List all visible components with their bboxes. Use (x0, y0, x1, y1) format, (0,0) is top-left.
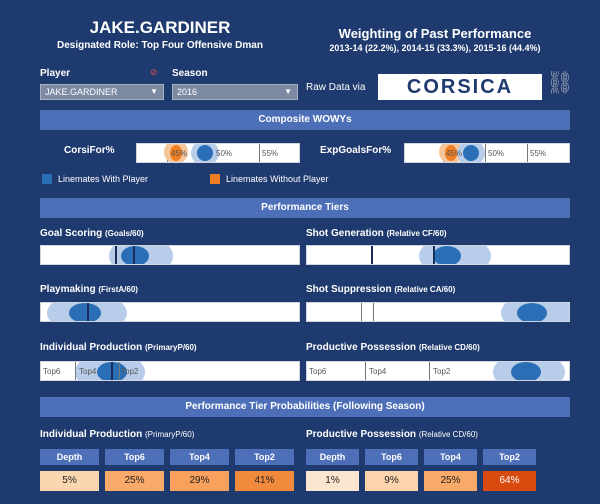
with-marker (197, 145, 213, 161)
season-select[interactable]: 2016 ▼ (172, 84, 298, 100)
without-marker (170, 145, 182, 161)
season-label: Season (172, 68, 208, 79)
xgf-label: ExpGoalsFor% (320, 145, 392, 156)
shot-suppression-bar (306, 302, 570, 322)
designated-role: Designated Role: Top Four Offensive Dman (57, 40, 263, 51)
estimate-marker (69, 303, 101, 321)
filter-clear-icon[interactable]: ⊘ (150, 67, 158, 77)
tick-label: 45% (171, 149, 188, 158)
tick-label: 55% (262, 149, 279, 158)
prob-header: Top4 (170, 449, 229, 465)
prob-header: Top4 (424, 449, 477, 465)
tick-label: 50% (216, 149, 233, 158)
tier-sublabel: (PrimaryP/60) (145, 343, 197, 352)
tier-sublabel: (Relative CD/60) (418, 343, 480, 352)
tier-sublabel: (FirstA/60) (98, 285, 138, 294)
prob-possession-headers: Depth Top6 Top4 Top2 (306, 449, 536, 465)
tier-label: Shot Generation (306, 228, 384, 239)
prob-sublabel: (Relative CD/60) (418, 430, 478, 439)
legend-with-label: Linemates With Player (58, 174, 149, 184)
tick-label: Top2 (121, 367, 139, 376)
chevron-down-icon: ▼ (150, 87, 158, 96)
tick-label: 50% (488, 149, 505, 158)
goal-scoring-bar (40, 245, 300, 265)
shot-suppression-title: Shot Suppression (Relative CA/60) (306, 284, 455, 295)
raw-data-text: Raw Data via (306, 82, 366, 93)
estimate-marker (121, 246, 149, 264)
prob-value: 25% (424, 471, 477, 491)
shot-generation-bar (306, 245, 570, 265)
prob-header: Top2 (483, 449, 536, 465)
section-tier-probabilities: Performance Tier Probabilities (Followin… (40, 397, 570, 417)
legend-without-label: Linemates Without Player (226, 174, 329, 184)
prob-header: Top2 (235, 449, 294, 465)
tier-label: Playmaking (40, 284, 96, 295)
prob-individual-values: 5% 25% 29% 41% (40, 471, 294, 491)
xgf-bar: 45% 50% 55% (404, 143, 570, 163)
weighting-title: Weighting of Past Performance (338, 26, 532, 41)
tick-label: Top4 (79, 367, 97, 376)
prob-header: Top6 (365, 449, 418, 465)
weighting-subtitle: 2013-14 (22.2%), 2014-15 (33.3%), 2015-1… (329, 43, 541, 53)
prob-header: Top6 (105, 449, 164, 465)
link-chain-icon[interactable]: ⛓ (546, 70, 574, 95)
legend-with-swatch (42, 174, 52, 184)
prob-sublabel: (PrimaryP/60) (145, 430, 195, 439)
tick-label: 45% (446, 149, 463, 158)
prob-header: Depth (306, 449, 359, 465)
tick-label: Top4 (369, 367, 387, 376)
prob-label: Productive Possession (306, 429, 417, 440)
corsi-bar: 45% 50% 55% (136, 143, 300, 163)
estimate-marker (433, 246, 461, 264)
tick-label: Top6 (309, 367, 327, 376)
chevron-down-icon: ▼ (284, 87, 292, 96)
prob-individual-title: Individual Production (PrimaryP/60) (40, 429, 194, 440)
legend-without-swatch (210, 174, 220, 184)
player-label: Player (40, 68, 71, 79)
prob-header: Depth (40, 449, 99, 465)
prob-value: 9% (365, 471, 418, 491)
prob-value: 25% (105, 471, 164, 491)
tier-label: Productive Possession (306, 342, 417, 353)
productive-possession-title: Productive Possession (Relative CD/60) (306, 342, 480, 353)
corsi-label: CorsiFor% (64, 145, 115, 156)
player-select-value: JAKE.GARDINER (45, 87, 118, 97)
productive-possession-bar: Top6 Top4 Top2 (306, 361, 570, 381)
season-select-value: 2016 (177, 87, 198, 97)
tick-label: Top6 (43, 367, 61, 376)
individual-production-title: Individual Production (PrimaryP/60) (40, 342, 197, 353)
prob-possession-values: 1% 9% 25% 64% (306, 471, 536, 491)
shot-generation-title: Shot Generation (Relative CF/60) (306, 228, 447, 239)
player-select[interactable]: JAKE.GARDINER ▼ (40, 84, 164, 100)
prob-value: 1% (306, 471, 359, 491)
tier-label: Shot Suppression (306, 284, 392, 295)
without-marker (445, 145, 457, 161)
section-performance-tiers: Performance Tiers (40, 198, 570, 218)
prob-value: 41% (235, 471, 294, 491)
section-composite-wowys: Composite WOWYs (40, 110, 570, 130)
individual-production-bar: Top6 Top4 Top2 (40, 361, 300, 381)
prob-possession-title: Productive Possession (Relative CD/60) (306, 429, 478, 440)
prob-value: 64% (483, 471, 536, 491)
prob-value: 29% (170, 471, 229, 491)
tick-label: Top2 (433, 367, 451, 376)
with-marker (463, 145, 479, 161)
tier-label: Goal Scoring (40, 228, 103, 239)
goal-scoring-title: Goal Scoring (Goals/60) (40, 228, 144, 239)
playmaking-bar (40, 302, 300, 322)
tier-label: Individual Production (40, 342, 143, 353)
estimate-marker (511, 362, 541, 380)
player-name-title: JAKE.GARDINER (89, 18, 231, 37)
prob-individual-headers: Depth Top6 Top4 Top2 (40, 449, 294, 465)
playmaking-title: Playmaking (FirstA/60) (40, 284, 138, 295)
estimate-marker (517, 303, 547, 321)
corsica-logo[interactable]: CORSICA (378, 74, 542, 100)
tick-label: 55% (530, 149, 547, 158)
prob-value: 5% (40, 471, 99, 491)
tier-sublabel: (Relative CF/60) (386, 229, 447, 238)
tier-sublabel: (Relative CA/60) (394, 285, 456, 294)
tier-sublabel: (Goals/60) (105, 229, 144, 238)
prob-label: Individual Production (40, 429, 143, 440)
